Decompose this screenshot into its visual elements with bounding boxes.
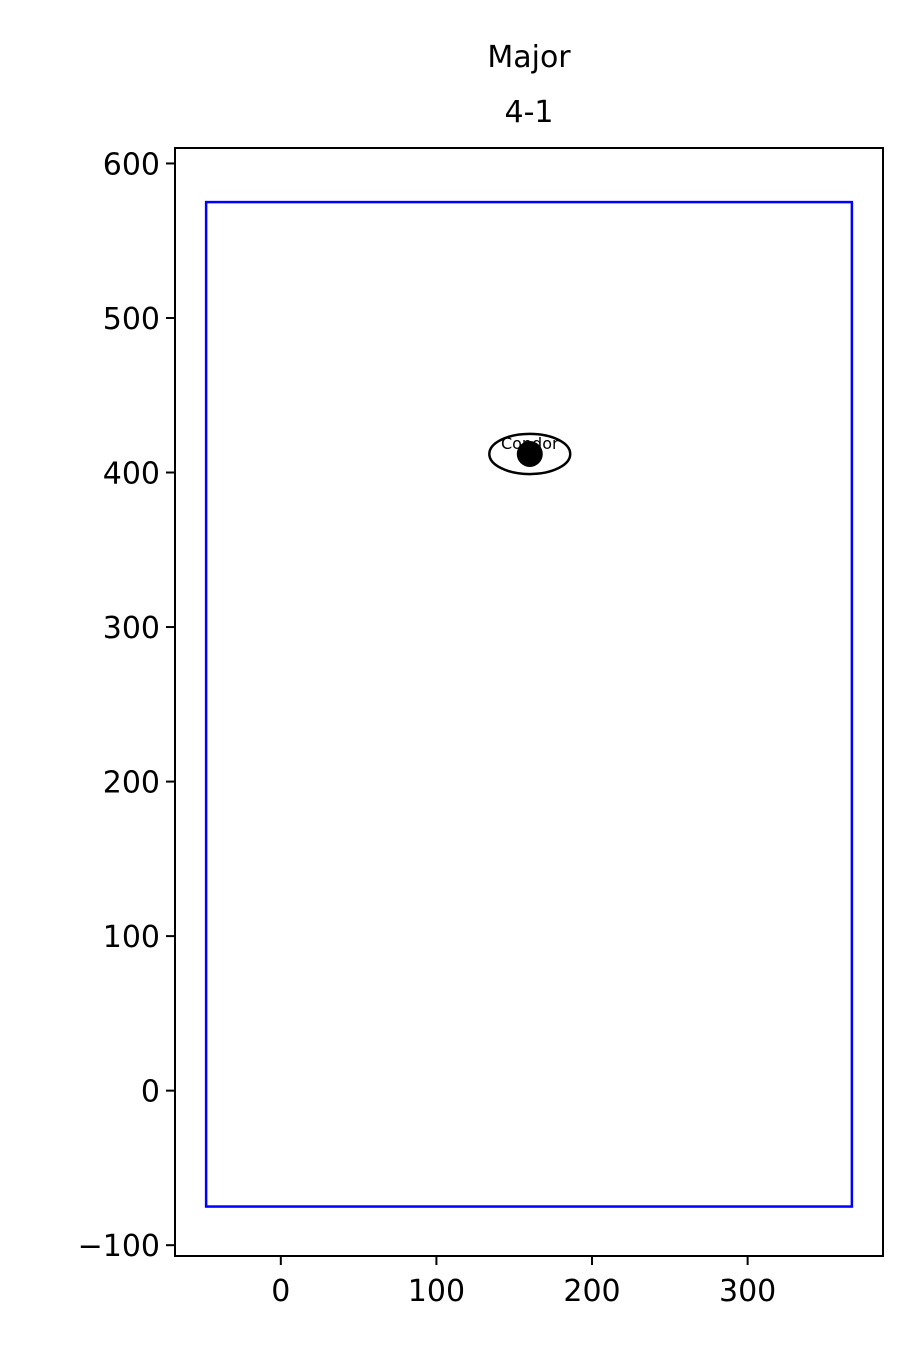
y-tick-label: 600 bbox=[103, 147, 160, 182]
x-tick-label: 300 bbox=[719, 1274, 776, 1309]
x-tick-label: 0 bbox=[271, 1274, 290, 1309]
y-tick-label: 500 bbox=[103, 302, 160, 337]
data-point bbox=[516, 440, 543, 467]
y-tick-label: −100 bbox=[78, 1229, 160, 1264]
y-tick-label: 400 bbox=[103, 457, 160, 492]
plot-area bbox=[174, 147, 884, 1257]
boundary-rectangle bbox=[204, 200, 854, 1208]
x-tick-label: 100 bbox=[408, 1274, 465, 1309]
y-tick-label: 300 bbox=[103, 611, 160, 646]
x-tick-label: 200 bbox=[563, 1274, 620, 1309]
point-ellipse bbox=[488, 432, 572, 476]
y-tick-label: 0 bbox=[141, 1075, 160, 1110]
y-tick-label: 100 bbox=[103, 920, 160, 955]
chart-title-line2: 4-1 bbox=[505, 95, 554, 130]
chart-title-line1: Major bbox=[487, 40, 571, 75]
y-tick-label: 200 bbox=[103, 766, 160, 801]
point-label: Condor bbox=[501, 434, 559, 453]
